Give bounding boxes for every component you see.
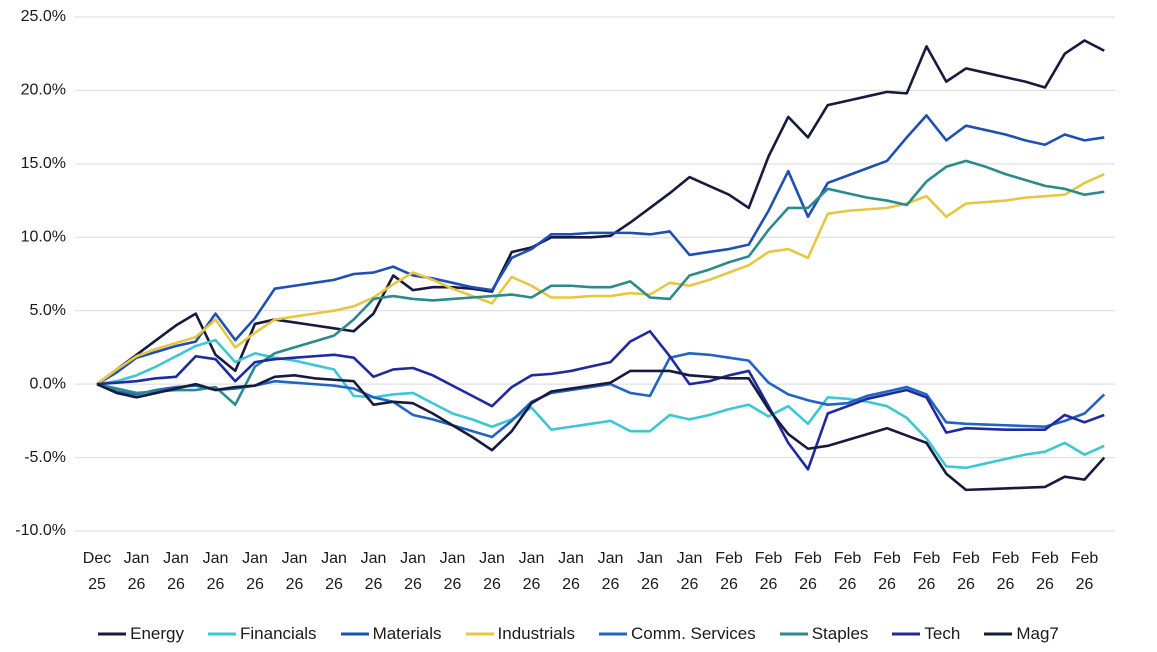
x-tick-label: Jan 26 bbox=[242, 550, 268, 593]
legend-swatch bbox=[984, 632, 1013, 636]
legend-item: Mag7 bbox=[984, 624, 1059, 644]
legend-swatch bbox=[892, 632, 921, 636]
legend-item: Materials bbox=[340, 624, 442, 644]
legend-item: Staples bbox=[779, 624, 869, 644]
y-tick-label: 5.0% bbox=[30, 302, 66, 319]
y-tick-label: 15.0% bbox=[21, 155, 66, 172]
x-tick-label: Jan 26 bbox=[360, 550, 387, 593]
x-tick-label: Jan 26 bbox=[676, 550, 703, 593]
legend-item: Tech bbox=[892, 624, 960, 644]
legend-label: Materials bbox=[372, 624, 442, 643]
legend-swatch bbox=[208, 632, 237, 636]
x-tick-label: Feb 26 bbox=[912, 550, 941, 593]
y-tick-label: 0.0% bbox=[30, 375, 66, 392]
x-tick-label: Feb 26 bbox=[794, 550, 822, 593]
series-line bbox=[96, 338, 1105, 470]
x-tick-label: Feb 26 bbox=[873, 550, 901, 593]
x-tick-label: Dec 25 bbox=[82, 550, 112, 593]
x-tick-label: Jan 26 bbox=[123, 550, 150, 593]
legend-swatch bbox=[779, 632, 808, 636]
legend-item: Energy bbox=[98, 624, 184, 644]
x-tick-label: Feb 26 bbox=[1031, 550, 1059, 593]
x-tick-label: Jan 26 bbox=[597, 550, 624, 593]
legend-swatch bbox=[340, 632, 369, 636]
series-line bbox=[96, 369, 1106, 492]
series-line bbox=[96, 172, 1105, 386]
legend-label: Industrials bbox=[497, 624, 576, 643]
legend: Energy Financials Materials Industrials Comm… bbox=[0, 624, 1157, 644]
x-tick-label: Feb 26 bbox=[952, 550, 980, 593]
x-tick-label: Feb 26 bbox=[715, 550, 743, 593]
x-tick-label: Jan 26 bbox=[558, 550, 584, 593]
legend-swatch bbox=[98, 632, 127, 636]
legend-item: Comm. Services bbox=[599, 624, 756, 644]
x-tick-label: Jan 26 bbox=[439, 550, 466, 593]
x-tick-label: Jan 26 bbox=[518, 550, 545, 593]
legend-label: Energy bbox=[130, 624, 185, 643]
series-line bbox=[96, 329, 1105, 471]
chart: -10.0% -5.0% 0.0% 5.0% 10.0% 15.0% 20.0% 25.0% bbox=[15, 8, 1115, 539]
legend-item: Financials bbox=[208, 624, 317, 644]
legend-label: Mag7 bbox=[1016, 624, 1059, 643]
x-tick-label: Jan 26 bbox=[637, 550, 663, 593]
x-tick-label: Jan 26 bbox=[163, 550, 189, 593]
x-tick-label: Jan 26 bbox=[202, 550, 229, 593]
legend-label: Financials bbox=[240, 624, 317, 643]
legend-label: Tech bbox=[924, 624, 961, 643]
x-tick-label: Jan 26 bbox=[400, 550, 426, 593]
legend-swatch bbox=[465, 632, 494, 636]
y-tick-label: 10.0% bbox=[21, 229, 66, 246]
x-tick-label: Jan 26 bbox=[479, 550, 505, 593]
legend-swatch bbox=[599, 632, 628, 636]
x-tick-label: Jan 26 bbox=[281, 550, 308, 593]
y-tick-label: -5.0% bbox=[24, 449, 66, 466]
y-tick-label: -10.0% bbox=[15, 522, 66, 539]
y-tick-label: 20.0% bbox=[21, 82, 66, 99]
x-tick-label: Feb 26 bbox=[1070, 550, 1099, 593]
x-tick-label: Feb 26 bbox=[833, 550, 862, 593]
series-line bbox=[96, 352, 1106, 439]
y-tick-label: 25.0% bbox=[21, 8, 66, 25]
legend-item: Industrials bbox=[465, 624, 576, 644]
series-line bbox=[96, 114, 1105, 386]
x-tick-label: Feb 26 bbox=[754, 550, 783, 593]
series-line bbox=[96, 39, 1105, 386]
x-tick-label: Feb 26 bbox=[991, 550, 1020, 593]
legend-label: Comm. Services bbox=[631, 624, 756, 643]
legend-label: Staples bbox=[811, 624, 869, 643]
x-tick-label: Jan 26 bbox=[321, 550, 347, 593]
